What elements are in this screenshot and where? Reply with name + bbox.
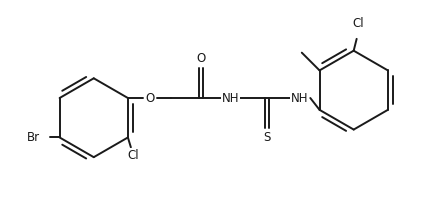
Text: Cl: Cl [353, 17, 365, 30]
Text: O: O [196, 52, 205, 65]
Text: O: O [145, 91, 154, 105]
Text: S: S [263, 131, 271, 144]
Text: Cl: Cl [127, 149, 138, 162]
Text: NH: NH [291, 91, 308, 105]
Text: NH: NH [222, 91, 239, 105]
Text: Br: Br [27, 131, 40, 144]
